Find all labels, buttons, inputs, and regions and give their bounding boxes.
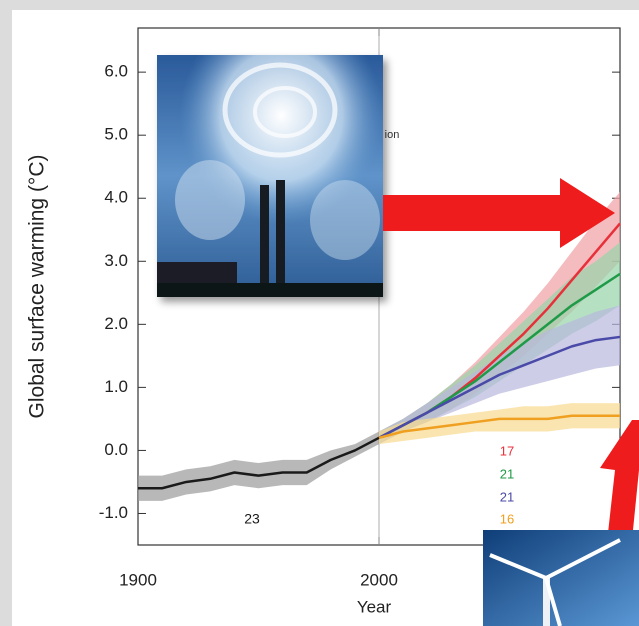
y-tick-label: -1.0	[99, 503, 128, 522]
annotation: 23	[244, 511, 260, 527]
annotation: 17	[500, 443, 514, 458]
wind-turbine-photo	[483, 530, 639, 626]
y-tick-label: 6.0	[104, 62, 128, 81]
chart: -1.0 0.0 1.0 2.0 3.0 4.0 5.0 6.0 1900 2000 Year Glo…	[0, 0, 639, 626]
page: -1.0 0.0 1.0 2.0 3.0 4.0 5.0 6.0 1900 2000 Year Glo…	[0, 0, 639, 626]
y-tick-label: 4.0	[104, 188, 128, 207]
annotation: 21	[500, 466, 514, 481]
annotation: 21	[500, 489, 514, 504]
y-tick-label: 2.0	[104, 314, 128, 333]
x-tick-label: 1900	[119, 570, 157, 589]
factory-photo	[157, 55, 383, 297]
y-tick-label: 0.0	[104, 440, 128, 459]
x-tick-label: 2000	[360, 570, 398, 589]
x-axis-label: Year	[357, 597, 392, 616]
y-tick-label: 1.0	[104, 377, 128, 396]
annotation: ion	[385, 129, 400, 141]
y-axis-label: Global surface warming (°C)	[26, 155, 49, 419]
annotation: 16	[500, 511, 514, 526]
y-tick-label: 3.0	[104, 251, 128, 270]
y-tick-label: 5.0	[104, 125, 128, 144]
